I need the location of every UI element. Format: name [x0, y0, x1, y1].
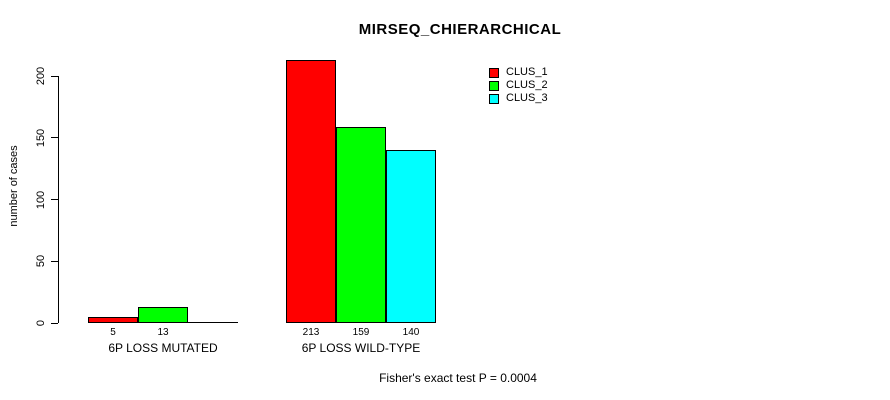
- y-tick-label: 200: [35, 66, 47, 86]
- y-tick-label: 100: [35, 190, 47, 209]
- y-tick: [51, 322, 58, 324]
- bar-value-label: 159: [352, 327, 370, 338]
- bar-clus_3-group2: [386, 150, 436, 323]
- legend-label: CLUS_2: [506, 79, 548, 91]
- legend-item-clus_3: CLUS_3: [489, 92, 548, 105]
- x-category-label: 6P LOSS WILD-TYPE: [301, 341, 421, 355]
- y-tick-label: 50: [35, 255, 47, 268]
- chart-title: MIRSEQ_CHIERARCHICAL: [358, 21, 562, 38]
- legend-item-clus_2: CLUS_2: [489, 79, 548, 92]
- y-tick-label: 150: [35, 128, 47, 147]
- legend-label: CLUS_1: [506, 66, 548, 78]
- legend-item-clus_1: CLUS_1: [489, 66, 548, 79]
- y-tick: [51, 199, 58, 200]
- y-axis-line: [58, 76, 59, 323]
- legend: CLUS_1 CLUS_2 CLUS_3: [489, 66, 548, 105]
- legend-swatch-icon: [489, 67, 499, 78]
- annotation-fishers-test: Fisher's exact test P = 0.0004: [379, 371, 537, 385]
- legend-label: CLUS_3: [506, 92, 548, 104]
- legend-swatch-icon: [489, 93, 499, 104]
- x-category-label: 6P LOSS MUTATED: [108, 341, 218, 355]
- bar-value-label: 213: [302, 327, 320, 338]
- legend-swatch-icon: [489, 80, 499, 91]
- bar-clus_1-group2: [286, 60, 336, 323]
- bar-clus_3-group1: [188, 322, 238, 323]
- bar-value-label: 5: [110, 327, 116, 338]
- y-tick: [51, 137, 58, 139]
- bar-value-label: 13: [157, 327, 169, 338]
- bar-value-label: 140: [402, 327, 420, 338]
- bar-clus_2-group2: [336, 127, 386, 323]
- y-tick: [51, 260, 58, 262]
- bar-clus_2-group1: [138, 307, 188, 323]
- y-axis-title: number of cases: [8, 145, 20, 227]
- y-tick-label: 0: [35, 319, 47, 327]
- bar-clus_1-group1: [88, 317, 138, 323]
- y-tick: [51, 75, 58, 77]
